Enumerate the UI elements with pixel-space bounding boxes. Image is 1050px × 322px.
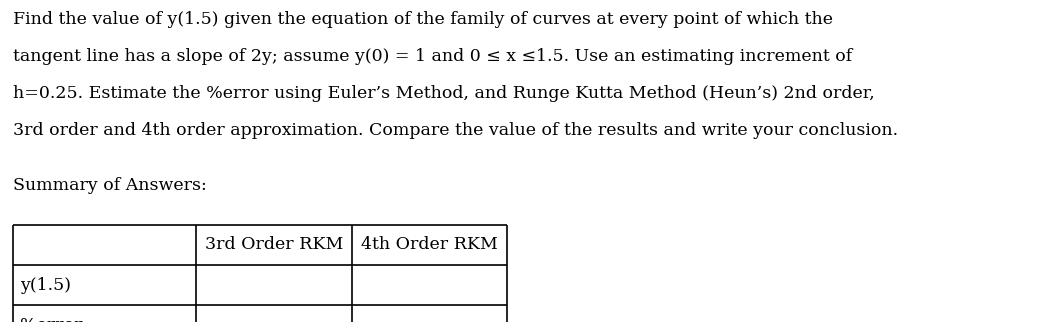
Text: Find the value of y(1.5) given the equation of the family of curves at every poi: Find the value of y(1.5) given the equat…: [13, 11, 833, 28]
Text: 3rd order and 4th order approximation. Compare the value of the results and writ: 3rd order and 4th order approximation. C…: [13, 122, 898, 139]
Text: y(1.5): y(1.5): [20, 277, 71, 294]
Text: tangent line has a slope of 2y; assume y(0) = 1 and 0 ≤ x ≤1.5. Use an estimatin: tangent line has a slope of 2y; assume y…: [13, 48, 852, 65]
Text: 4th Order RKM: 4th Order RKM: [361, 236, 498, 253]
Text: 3rd Order RKM: 3rd Order RKM: [205, 236, 343, 253]
Text: %error: %error: [20, 317, 83, 322]
Text: Summary of Answers:: Summary of Answers:: [13, 177, 207, 194]
Text: h=0.25. Estimate the %error using Euler’s Method, and Runge Kutta Method (Heun’s: h=0.25. Estimate the %error using Euler’…: [13, 85, 875, 102]
